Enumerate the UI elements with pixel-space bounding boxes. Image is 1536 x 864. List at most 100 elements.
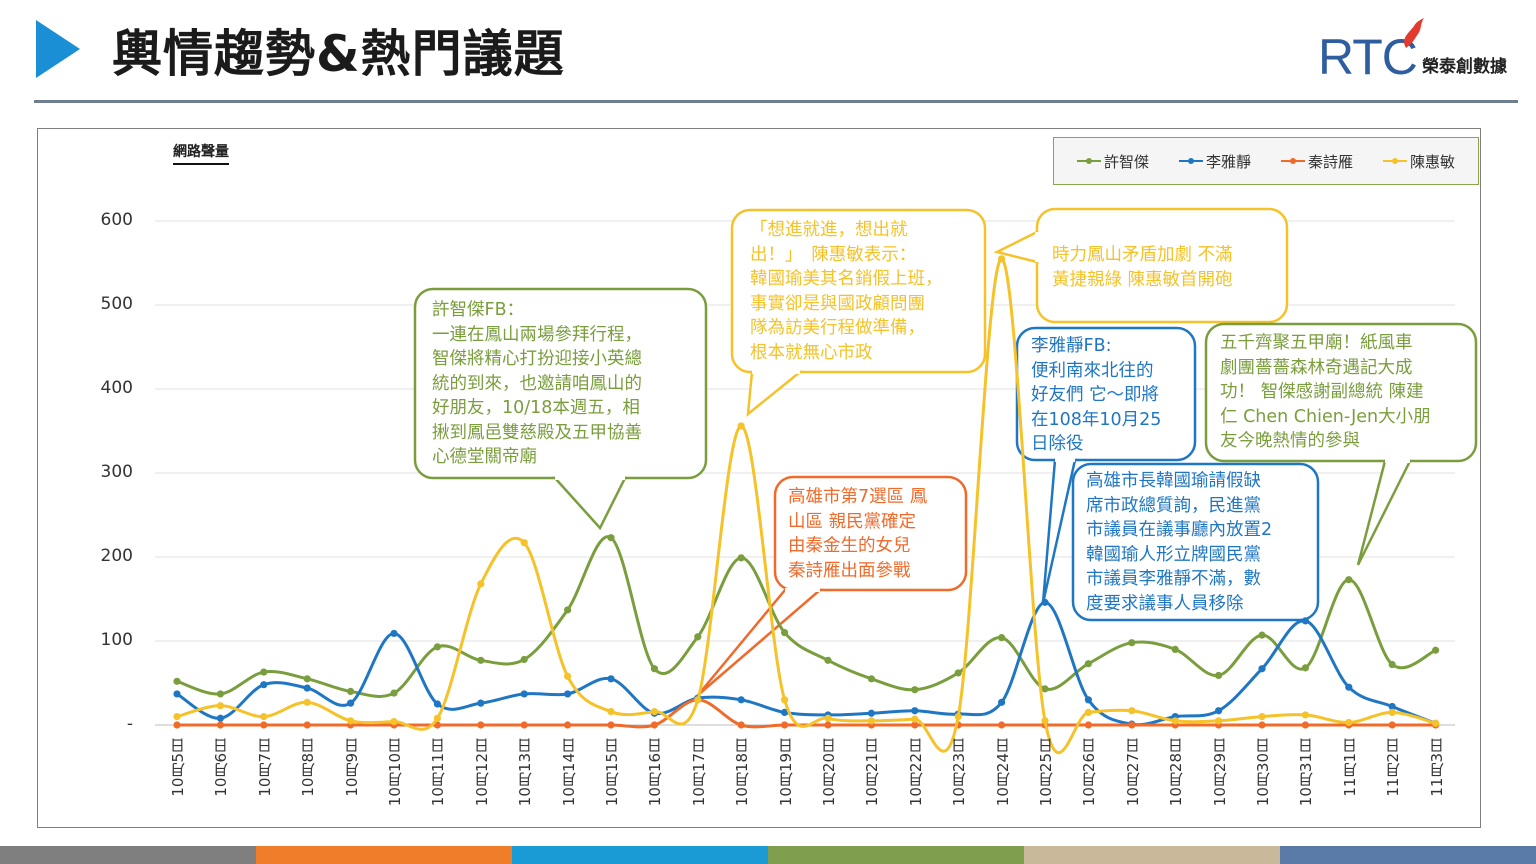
legend-item: 許智傑 [1076, 151, 1149, 172]
data-point [216, 721, 224, 729]
data-point [433, 643, 441, 651]
data-point [867, 709, 876, 717]
data-point [303, 684, 311, 692]
data-point [1128, 639, 1136, 647]
y-tick-label: - [126, 714, 133, 734]
bottom-bar-segment [512, 846, 768, 864]
x-tick-label: 10月15日 [603, 738, 621, 807]
legend-item: 陳惠敏 [1382, 151, 1455, 172]
x-tick-label: 10月30日 [1254, 738, 1272, 807]
callout-text: 許智傑FB： 一連在鳳山兩場參拜行程， 智傑將精心打扮迎接小英總 統的到來，也邀… [432, 300, 642, 467]
chart-legend: 許智傑 李雅靜 秦詩雁 陳惠敏 [1053, 137, 1479, 185]
data-point [1301, 711, 1309, 719]
x-tick-label: 10月23日 [950, 738, 969, 807]
data-point [781, 629, 789, 637]
data-point [1432, 719, 1440, 727]
data-point [390, 689, 398, 697]
y-tick-label: 600 [100, 210, 133, 230]
data-point [867, 717, 876, 725]
data-point [607, 675, 615, 683]
title-arrow-icon [36, 20, 80, 78]
company-logo: RTC 榮泰創數據 [1318, 18, 1530, 85]
data-point [1084, 696, 1092, 704]
series-line [176, 535, 1437, 698]
data-point [1041, 717, 1049, 725]
data-point [1041, 598, 1049, 606]
legend-label: 李雅靜 [1205, 152, 1251, 171]
data-point [347, 717, 355, 725]
data-point [1345, 683, 1353, 691]
bottom-bar-segment [0, 846, 256, 864]
data-point [520, 655, 528, 664]
data-point [1171, 645, 1179, 654]
header-divider [34, 100, 1518, 103]
data-point [1301, 664, 1309, 672]
data-point [260, 681, 268, 689]
data-point [954, 669, 962, 677]
x-tick-label: 10月20日 [820, 738, 838, 807]
x-tick-label: 10月11日 [429, 738, 448, 807]
x-tick-label: 10月24日 [993, 738, 1012, 807]
data-point [433, 714, 441, 722]
x-tick-label: 11月2日 [1384, 738, 1403, 797]
data-point [1301, 617, 1309, 625]
data-point [694, 696, 702, 704]
x-tick-label: 10月17日 [689, 738, 708, 807]
legend-item: 李雅靜 [1178, 151, 1251, 172]
data-point [173, 677, 181, 685]
data-point [737, 554, 745, 562]
data-point [477, 721, 485, 729]
data-point [1345, 718, 1353, 727]
legend-swatch [1382, 158, 1407, 164]
callout-text: 「想進就進，想出就 出！」 陳惠敏表示： 韓國瑜美其名銷假上班， 事實卻是與國政… [750, 220, 943, 363]
data-point [1345, 576, 1353, 584]
y-tick-label: 500 [100, 294, 133, 314]
x-tick-label: 10月7日 [255, 738, 274, 797]
logo-flame-icon [1404, 18, 1424, 48]
legend-label: 秦詩雁 [1307, 152, 1353, 171]
data-point [1128, 721, 1136, 729]
data-point [173, 713, 181, 721]
data-point [216, 690, 224, 698]
data-point [737, 721, 745, 729]
data-point [520, 690, 528, 698]
x-tick-label: 10月14日 [559, 738, 578, 807]
data-point [1041, 685, 1049, 693]
data-point [260, 713, 268, 721]
x-tick-label: 10月27日 [1123, 738, 1142, 807]
data-point [650, 665, 659, 673]
x-tick-label: 10月22日 [906, 738, 925, 807]
data-point [911, 715, 919, 723]
x-tick-label: 10月29日 [1210, 738, 1229, 807]
data-point [564, 721, 572, 729]
x-tick-label: 10月5日 [169, 738, 187, 797]
callout-bubble [1204, 322, 1478, 566]
data-point [390, 629, 398, 638]
data-point [1301, 721, 1309, 729]
x-tick-label: 10月18日 [733, 738, 752, 807]
data-point [303, 721, 311, 729]
data-point [824, 656, 832, 664]
data-point [1258, 665, 1266, 673]
data-point [1388, 702, 1396, 711]
x-tick-label: 10月8日 [299, 738, 318, 797]
x-tick-label: 11月3日 [1427, 738, 1446, 797]
data-point [173, 721, 181, 729]
data-point [1215, 717, 1223, 725]
data-point [998, 721, 1006, 729]
data-point [564, 606, 572, 614]
legend-swatch [1178, 158, 1203, 164]
data-point [1171, 717, 1179, 725]
y-tick-label: 200 [100, 546, 133, 566]
data-point [737, 696, 745, 704]
data-point [1215, 671, 1223, 680]
data-point [1388, 708, 1396, 717]
data-point [607, 721, 615, 729]
x-tick-label: 10月19日 [776, 738, 795, 807]
data-point [911, 707, 919, 715]
data-point [737, 422, 745, 430]
data-point [260, 668, 268, 676]
legend-label: 許智傑 [1103, 152, 1149, 171]
x-tick-label: 10月12日 [472, 738, 491, 807]
logo-text: RTC [1318, 29, 1418, 85]
